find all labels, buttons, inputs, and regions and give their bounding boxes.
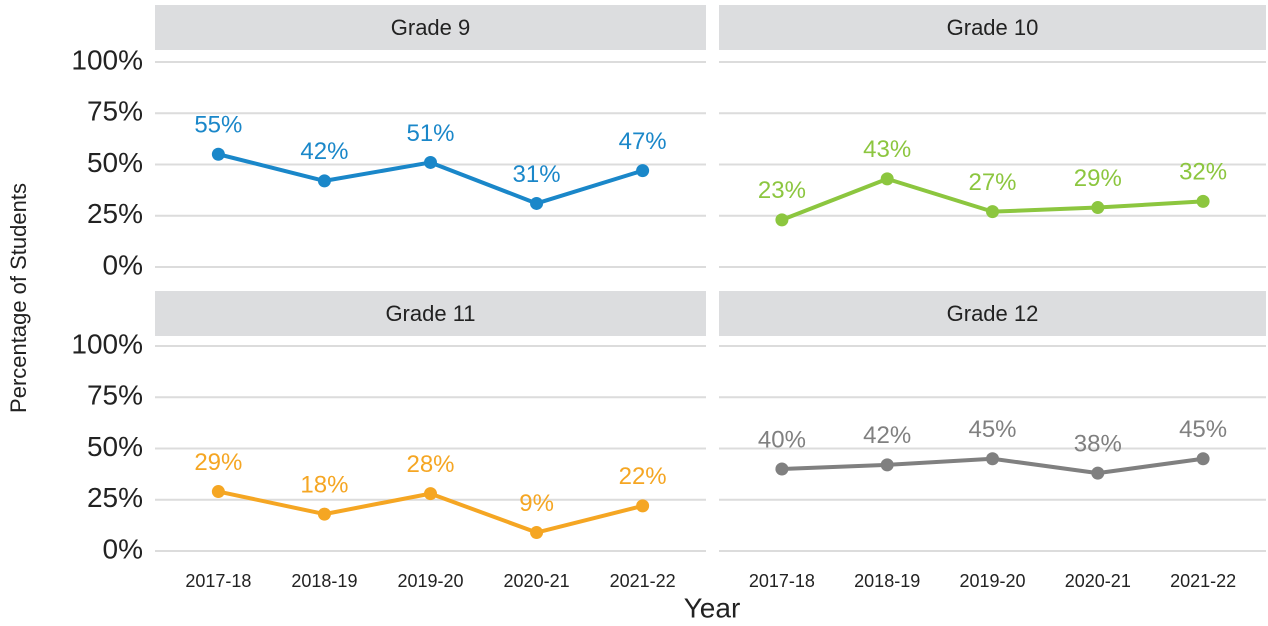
x-tick-label: 2018-19 [291,571,357,591]
point [1196,452,1210,466]
facet-strip [719,291,1266,336]
data-label: 47% [619,128,667,155]
y-tick-label: 100% [71,328,143,359]
data-label: 45% [1179,416,1227,443]
point [424,487,437,501]
point [424,155,437,169]
data-label: 31% [513,161,561,188]
point [636,164,650,178]
point [880,458,894,472]
point [636,499,650,513]
point [211,147,225,161]
y-tick-label: 75% [87,380,143,411]
point [211,485,225,499]
point [317,174,331,188]
data-label: 55% [194,112,242,139]
x-tick-label: 2019-20 [959,571,1025,591]
x-tick-label: 2021-22 [1170,571,1236,591]
data-label: 43% [863,136,911,163]
x-tick-label: 2019-20 [397,571,463,591]
data-label: 45% [968,416,1016,443]
point [530,196,544,210]
facet-title: Grade 10 [947,15,1039,40]
y-tick-label: 25% [87,198,143,229]
facet-strip [719,5,1266,50]
x-tick-label: 2017-18 [749,571,815,591]
point [530,526,544,540]
x-tick-label: 2018-19 [854,571,920,591]
x-tick-label: 2021-22 [610,571,676,591]
x-tick-label: 2020-21 [504,571,570,591]
point [1091,201,1105,215]
point [986,205,999,219]
point [1091,466,1105,480]
point [1196,194,1210,208]
point [317,507,331,521]
data-label: 42% [863,422,911,449]
x-axis-label: Year [684,592,741,623]
data-label: 38% [1074,430,1122,457]
data-label: 23% [758,177,806,204]
facet-strip [155,291,706,336]
y-tick-label: 50% [87,431,143,462]
y-tick-label: 100% [71,44,143,75]
data-label: 42% [300,138,348,165]
y-tick-label: 0% [103,533,143,564]
y-tick-label: 75% [87,96,143,127]
point [986,452,999,466]
x-tick-label: 2017-18 [185,571,251,591]
data-label: 27% [968,169,1016,196]
point [880,172,894,186]
data-label: 18% [300,471,348,498]
facet-title: Grade 12 [947,301,1039,326]
facet-title: Grade 9 [391,15,471,40]
data-label: 22% [619,463,667,490]
point [775,462,789,476]
point [775,213,789,227]
y-axis-label: Percentage of Students [6,183,31,413]
y-tick-label: 25% [87,482,143,513]
data-label: 29% [194,449,242,476]
x-tick-label: 2020-21 [1065,571,1131,591]
data-label: 32% [1179,159,1227,186]
facet-title: Grade 11 [385,301,475,326]
data-label: 28% [406,451,454,478]
data-label: 51% [406,120,454,147]
data-label: 29% [1074,165,1122,192]
facet-strip [155,5,706,50]
y-tick-label: 50% [87,147,143,178]
data-label: 9% [519,490,554,517]
y-tick-label: 0% [103,249,143,280]
data-label: 40% [758,426,806,453]
